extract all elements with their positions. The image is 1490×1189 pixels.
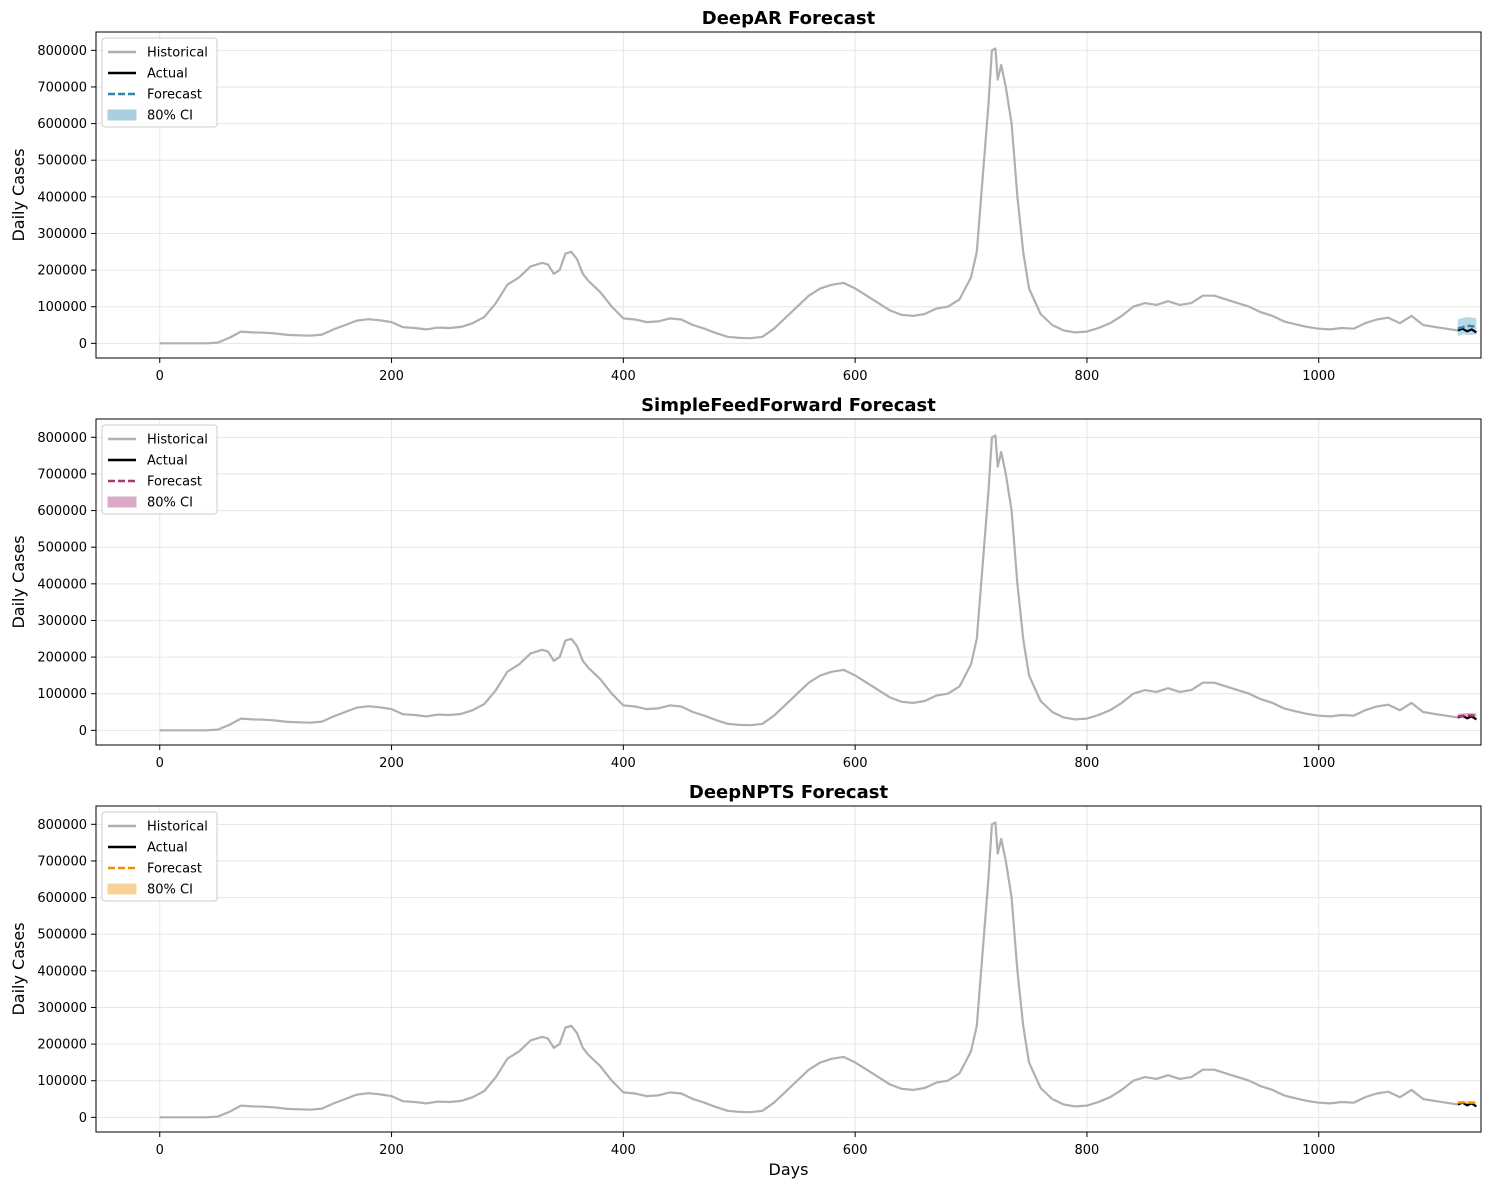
chart-2-x-tick-label-1: 200 [379,756,404,771]
chart-panel-2: 0 200 400 600 800 1000 0 100000 200000 300000 4000… [9,395,1482,771]
chart-2-legend: Historical Actual Forecast 80% CI [101,424,218,515]
chart-2-series-forecast [1457,714,1477,718]
chart-1-y-tick-label-3: 300000 [37,227,87,242]
chart-1-series-actual [1457,327,1477,334]
chart-3-x-tick-label-5: 1000 [1302,1143,1335,1158]
chart-3-x-tick-label-0: 0 [156,1143,164,1158]
chart-2-legend-box [101,424,218,515]
chart-3-y-tick-label-1: 100000 [37,1074,87,1089]
chart-3-x-axis-label: Days [769,1160,809,1179]
chart-3-title: DeepNPTS Forecast [689,782,889,803]
chart-3-y-tick-label-0: 0 [79,1111,87,1126]
chart-3-y-tick-label-7: 700000 [37,854,87,869]
chart-1-title: DeepAR Forecast [702,8,876,29]
chart-1-axes-frame [95,31,1482,359]
chart-2-y-axis-label: Daily Cases [9,535,28,628]
chart-1-series-historical [159,47,1458,345]
chart-1-y-tick-label-8: 800000 [37,44,87,59]
chart-1-plot-area [96,32,1481,358]
chart-2-x-tick-label-3: 600 [843,756,868,771]
chart-1-legend-80-ci-label: 80% CI [147,109,193,124]
chart-3-axes-frame [95,805,1482,1133]
chart-1-x-tick-label-4: 800 [1075,369,1100,384]
chart-3-y-tick-label-8: 800000 [37,818,87,833]
chart-2-y-tick-label-2: 200000 [37,651,87,666]
chart-1-x-tick-label-0: 0 [156,369,164,384]
chart-1-y-axis-label: Daily Cases [9,148,28,241]
chart-3-y-axis-label: Daily Cases [9,922,28,1015]
chart-3-legend: Historical Actual Forecast 80% CI [101,811,218,902]
chart-1-y-tick-label-5: 500000 [37,154,87,169]
chart-2-legend-actual-label: Actual [147,454,188,469]
chart-3-legend-historical-label: Historical [147,820,208,835]
chart-2-x-tick-label-4: 800 [1075,756,1100,771]
chart-2-series-historical [159,434,1458,732]
chart-1-y-tick-label-0: 0 [79,337,87,352]
chart-3-y-tick-label-3: 300000 [37,1001,87,1016]
chart-3-y-tick-label-5: 500000 [37,928,87,943]
chart-2-y-tick-label-8: 800000 [37,431,87,446]
chart-1-legend: Historical Actual Forecast 80% CI [101,37,218,128]
chart-2-y-tick-label-6: 600000 [37,504,87,519]
chart-2-x-tick-label-0: 0 [156,756,164,771]
chart-panel-3: 0 200 400 600 800 1000 0 100000 200000 300000 4000… [9,782,1482,1179]
chart-2-x-tick-label-5: 1000 [1302,756,1335,771]
chart-1-y-tick-label-1: 100000 [37,300,87,315]
chart-3-legend-forecast-label: Forecast [147,862,202,877]
chart-1-y-tick-label-2: 200000 [37,264,87,279]
chart-2-axes-frame [95,418,1482,746]
chart-1-y-tick-label-6: 600000 [37,117,87,132]
chart-1-legend-forecast-label: Forecast [147,88,202,103]
chart-2-legend-historical-label: Historical [147,433,208,448]
chart-1-x-tick-label-1: 200 [379,369,404,384]
chart-2-plot-area [96,419,1481,745]
chart-3-x-tick-label-2: 400 [611,1143,636,1158]
chart-1-legend-80-ci-swatch [107,109,137,121]
chart-1-ci-band [1457,317,1477,336]
chart-2-x-tick-label-2: 400 [611,756,636,771]
chart-2-y-tick-label-5: 500000 [37,541,87,556]
chart-2-y-tick-label-3: 300000 [37,614,87,629]
chart-3-legend-box [101,811,218,902]
chart-1-x-tick-label-5: 1000 [1302,369,1335,384]
chart-3-y-tick-label-2: 200000 [37,1038,87,1053]
chart-3-legend-actual-label: Actual [147,841,188,856]
chart-3-y-tick-label-6: 600000 [37,891,87,906]
chart-3-series-historical [159,821,1458,1119]
chart-2-legend-80-ci-label: 80% CI [147,496,193,511]
chart-3-legend-80-ci-swatch [107,883,137,895]
chart-panel-1: 0 200 400 600 800 1000 0 100000 200000 300000 4000… [9,8,1482,384]
chart-1-y-tick-label-4: 400000 [37,190,87,205]
chart-3-x-tick-label-3: 600 [843,1143,868,1158]
chart-1-series-forecast [1457,324,1477,330]
chart-3-x-tick-label-4: 800 [1075,1143,1100,1158]
chart-1-legend-actual-label: Actual [147,67,188,82]
chart-2-legend-80-ci-swatch [107,496,137,508]
chart-1-x-tick-label-3: 600 [843,369,868,384]
chart-2-y-tick-label-1: 100000 [37,687,87,702]
chart-1-y-tick-label-7: 700000 [37,80,87,95]
chart-1-legend-box [101,37,218,128]
chart-2-y-tick-label-7: 700000 [37,467,87,482]
chart-3-legend-80-ci-label: 80% CI [147,883,193,898]
chart-1-legend-historical-label: Historical [147,46,208,61]
chart-1-x-tick-label-2: 400 [611,369,636,384]
chart-2-title: SimpleFeedForward Forecast [641,395,936,416]
chart-2-legend-forecast-label: Forecast [147,475,202,490]
chart-2-y-tick-label-4: 400000 [37,577,87,592]
chart-3-x-tick-label-1: 200 [379,1143,404,1158]
chart-3-y-tick-label-4: 400000 [37,964,87,979]
chart-3-plot-area [96,806,1481,1132]
chart-2-y-tick-label-0: 0 [79,724,87,739]
